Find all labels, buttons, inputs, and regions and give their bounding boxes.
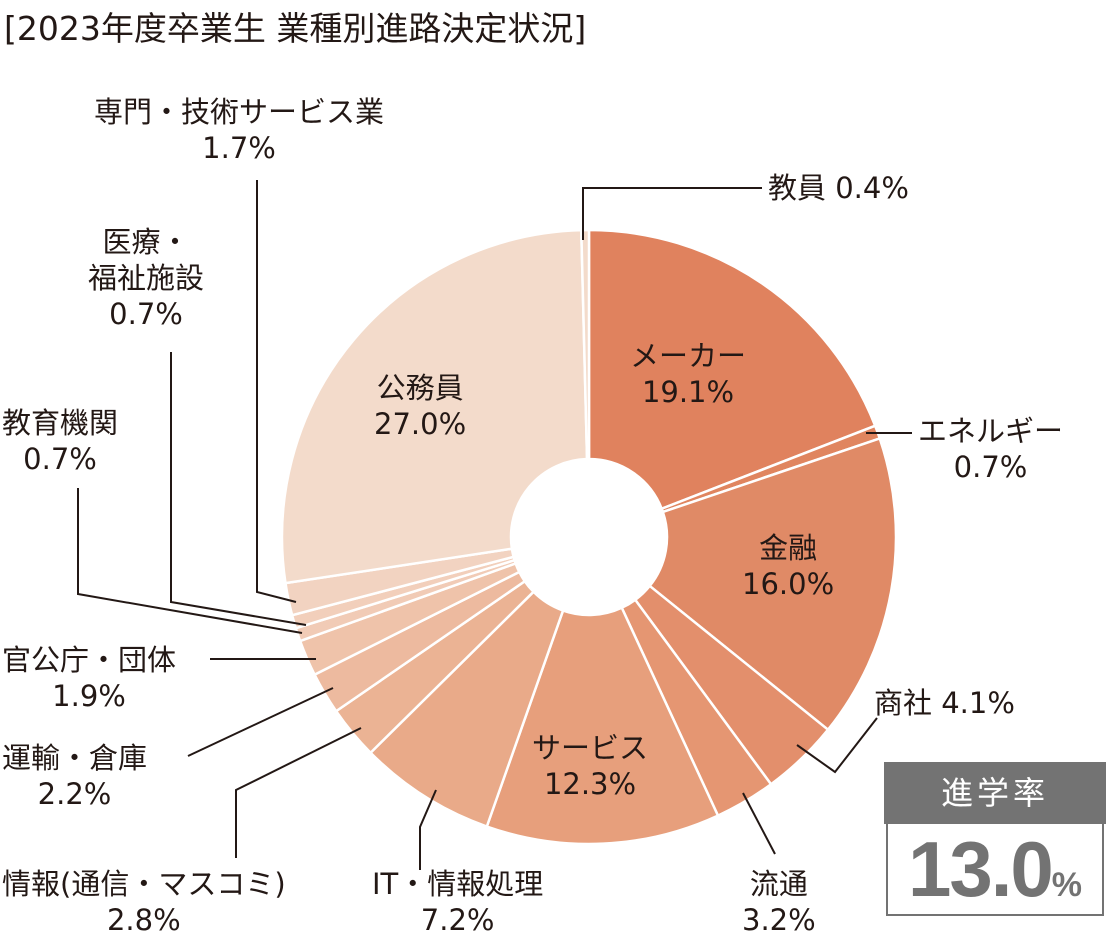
leader-it	[419, 789, 437, 870]
rate-label: 進学率	[884, 762, 1106, 824]
label-energy: エネルギー 0.7%	[918, 414, 1064, 484]
label-teacher: 教員 0.4%	[768, 171, 909, 205]
label-service: サービス 12.3%	[532, 731, 649, 801]
leader-medical	[170, 352, 307, 626]
slice-6	[368, 590, 565, 829]
leader-prof	[256, 180, 297, 603]
label-prof: 専門・技術サービス業 1.7%	[94, 95, 385, 165]
leader-trading	[796, 717, 878, 774]
rate-value-box: 13.0%	[886, 824, 1104, 916]
label-transport: 運輸・倉庫 2.2%	[2, 741, 148, 811]
label-retail: 流通 3.2%	[742, 867, 816, 937]
slice-13	[280, 228, 589, 585]
leader-teacher	[582, 187, 762, 240]
label-trading: 商社 4.1%	[874, 686, 1015, 720]
label-finance: 金融 16.0%	[742, 531, 835, 601]
slice-0	[587, 228, 877, 511]
leader-transport	[187, 687, 334, 757]
label-media: 情報(通信・マスコミ) 2.8%	[2, 867, 286, 937]
rate-unit: %	[1051, 866, 1083, 904]
pie-slices	[280, 228, 898, 846]
advancement-rate-box: 進学率 13.0%	[884, 762, 1106, 918]
leader-eduinst	[77, 488, 303, 634]
label-maker: メーカー 19.1%	[630, 339, 747, 409]
leader-retail	[742, 792, 776, 855]
label-it: IT・情報処理 7.2%	[372, 867, 544, 937]
leader-media	[235, 727, 362, 858]
slice-2	[647, 436, 898, 732]
rate-value: 13.0	[907, 825, 1054, 913]
leader-lines	[77, 180, 912, 870]
label-eduinst: 教育機関 0.7%	[2, 406, 119, 476]
label-medical: 医療・ 福祉施設 0.7%	[88, 225, 205, 331]
label-civil: 公務員 27.0%	[374, 371, 467, 441]
chart-title: [2023年度卒業生 業種別進路決定状況]	[4, 9, 587, 48]
slice-5	[485, 606, 720, 846]
label-govorg: 官公庁・団体 1.9%	[2, 643, 177, 713]
